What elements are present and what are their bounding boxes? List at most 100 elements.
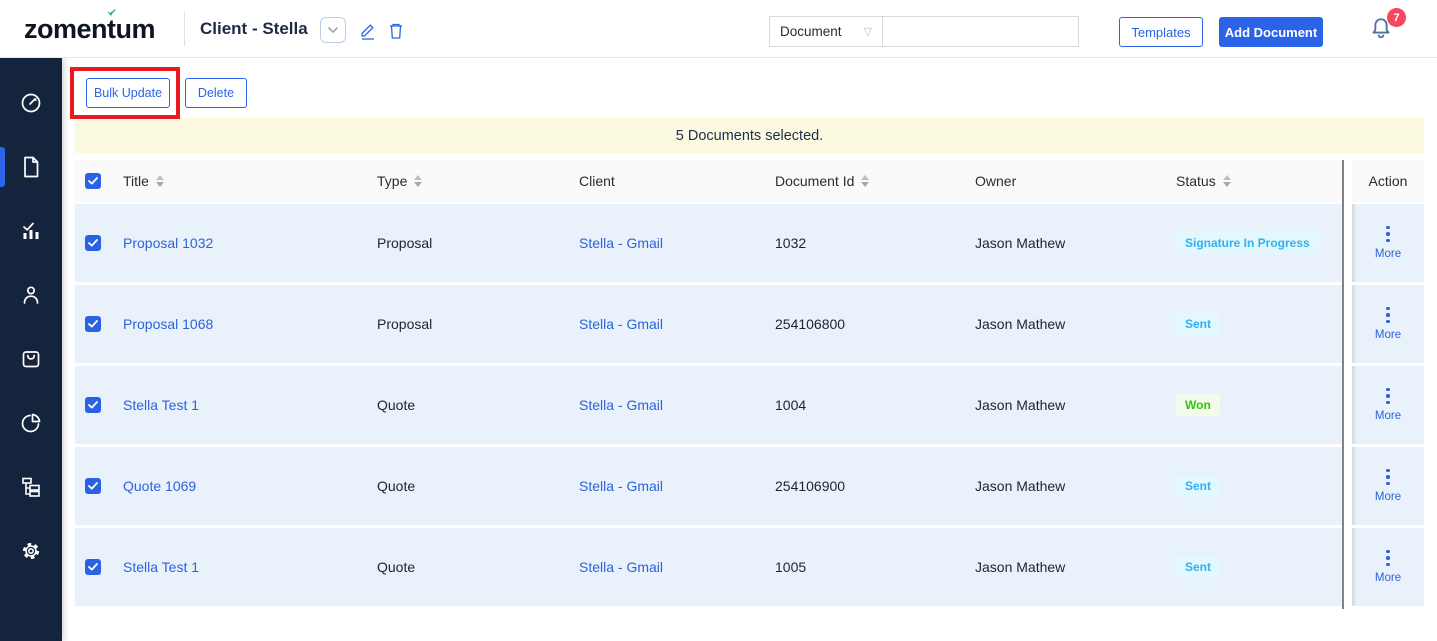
check-icon [88,177,98,185]
more-button[interactable]: More [1352,447,1424,525]
select-all-checkbox[interactable] [85,173,101,189]
bulk-update-button[interactable]: Bulk Update [86,78,170,108]
clients-icon [23,286,39,304]
row-checkbox-cell [75,447,113,525]
column-label: Action [1368,173,1408,189]
search-input[interactable] [883,16,1079,47]
column-label: Status [1176,173,1216,189]
more-dots-icon [1386,225,1390,243]
row-checkbox-cell [75,366,113,444]
documents-icon [24,156,39,178]
document-search: Document ▽ [769,16,1079,47]
table-row: Stella Test 1 Quote Stella - Gmail 1004 … [75,366,1424,444]
check-icon [88,401,98,409]
more-label: More [1374,248,1402,261]
more-label: More [1374,572,1402,585]
column-label: Document Id [775,173,855,189]
column-label: Title [123,173,149,189]
zomentum-logo[interactable]: zoment um [24,9,156,45]
column-header-action: Action [1352,160,1424,202]
document-type-text: Proposal [377,316,433,332]
logo-accent-icon [107,9,117,16]
delete-button[interactable]: Delete [185,78,247,108]
table-header-row: Title Type Client Document Id Owner Stat… [75,160,1424,202]
edit-pencil-icon [361,24,374,40]
document-title-link[interactable]: Stella Test 1 [123,397,200,413]
table-row: Proposal 1032 Proposal Stella - Gmail 10… [75,204,1424,282]
document-id-text: 1005 [775,559,807,575]
column-header-owner: Owner [965,160,1165,202]
sort-icon[interactable] [1222,175,1231,187]
templates-button[interactable]: Templates [1119,17,1203,47]
client-link[interactable]: Stella - Gmail [579,397,664,413]
document-title-link[interactable]: Proposal 1068 [123,316,214,332]
header-divider [184,12,185,46]
document-title-link[interactable]: Proposal 1032 [123,235,214,251]
more-button[interactable]: More [1352,366,1424,444]
sort-icon[interactable] [155,175,164,187]
main-content: Bulk Update Delete 5 Documents selected.… [62,58,1437,641]
status-badge: Sent [1176,313,1221,335]
column-label: Type [377,173,408,189]
check-icon [88,320,98,328]
more-button[interactable]: More [1352,528,1424,606]
status-badge: Won [1176,394,1220,416]
row-checkbox-cell [75,204,113,282]
sidebar-item-analytics[interactable] [0,219,62,243]
bell-icon [1372,18,1390,39]
row-checkbox[interactable] [85,559,101,575]
sidebar-item-reports[interactable] [0,411,62,435]
sidebar-item-products[interactable] [0,347,62,371]
settings-icon [22,542,40,560]
sidebar-item-clients[interactable] [0,283,62,307]
more-button[interactable]: More [1352,204,1424,282]
row-checkbox[interactable] [85,235,101,251]
more-label: More [1374,410,1402,423]
column-header-document-id[interactable]: Document Id [765,160,965,202]
client-link[interactable]: Stella - Gmail [579,559,664,575]
more-button[interactable]: More [1352,285,1424,363]
sort-icon[interactable] [414,175,423,187]
more-label: More [1374,329,1402,342]
owner-text: Jason Mathew [975,478,1066,494]
notification-count-badge: 7 [1387,8,1406,27]
client-link[interactable]: Stella - Gmail [579,316,664,332]
search-category-value: Document [780,24,842,39]
document-id-text: 254106800 [775,316,846,332]
more-dots-icon [1386,549,1390,567]
logo-text-2: um [115,14,156,44]
client-link[interactable]: Stella - Gmail [579,478,664,494]
row-checkbox-cell [75,528,113,606]
owner-text: Jason Mathew [975,397,1066,413]
delete-client-button[interactable] [385,20,407,42]
sidebar-item-dashboard[interactable] [0,91,62,115]
document-type-text: Quote [377,478,416,494]
sidebar-item-pipeline[interactable] [0,475,62,499]
column-header-status[interactable]: Status [1165,160,1342,202]
client-dropdown-button[interactable] [320,17,346,43]
table-row: Quote 1069 Quote Stella - Gmail 25410690… [75,447,1424,525]
row-checkbox[interactable] [85,478,101,494]
document-id-text: 1004 [775,397,807,413]
document-title-link[interactable]: Stella Test 1 [123,559,200,575]
sidebar-item-documents[interactable] [0,147,62,187]
column-header-type[interactable]: Type [365,160,565,202]
selection-banner-text: 5 Documents selected. [675,127,824,144]
client-link[interactable]: Stella - Gmail [579,235,664,251]
sidebar-item-settings[interactable] [0,539,62,563]
sort-icon[interactable] [861,175,870,187]
analytics-icon [23,222,39,239]
document-type-text: Quote [377,397,416,413]
document-title-link[interactable]: Quote 1069 [123,478,197,494]
row-checkbox[interactable] [85,397,101,413]
logo-text-1: zomen [24,14,108,44]
notifications-button[interactable]: 7 [1368,8,1406,48]
search-category-select[interactable]: Document ▽ [769,16,883,47]
row-checkbox[interactable] [85,316,101,332]
check-icon [88,482,98,490]
add-document-button[interactable]: Add Document [1219,17,1323,47]
pipeline-icon [22,477,40,497]
edit-client-button[interactable] [357,20,379,42]
column-header-title[interactable]: Title [113,160,365,202]
column-label: Client [579,173,615,189]
